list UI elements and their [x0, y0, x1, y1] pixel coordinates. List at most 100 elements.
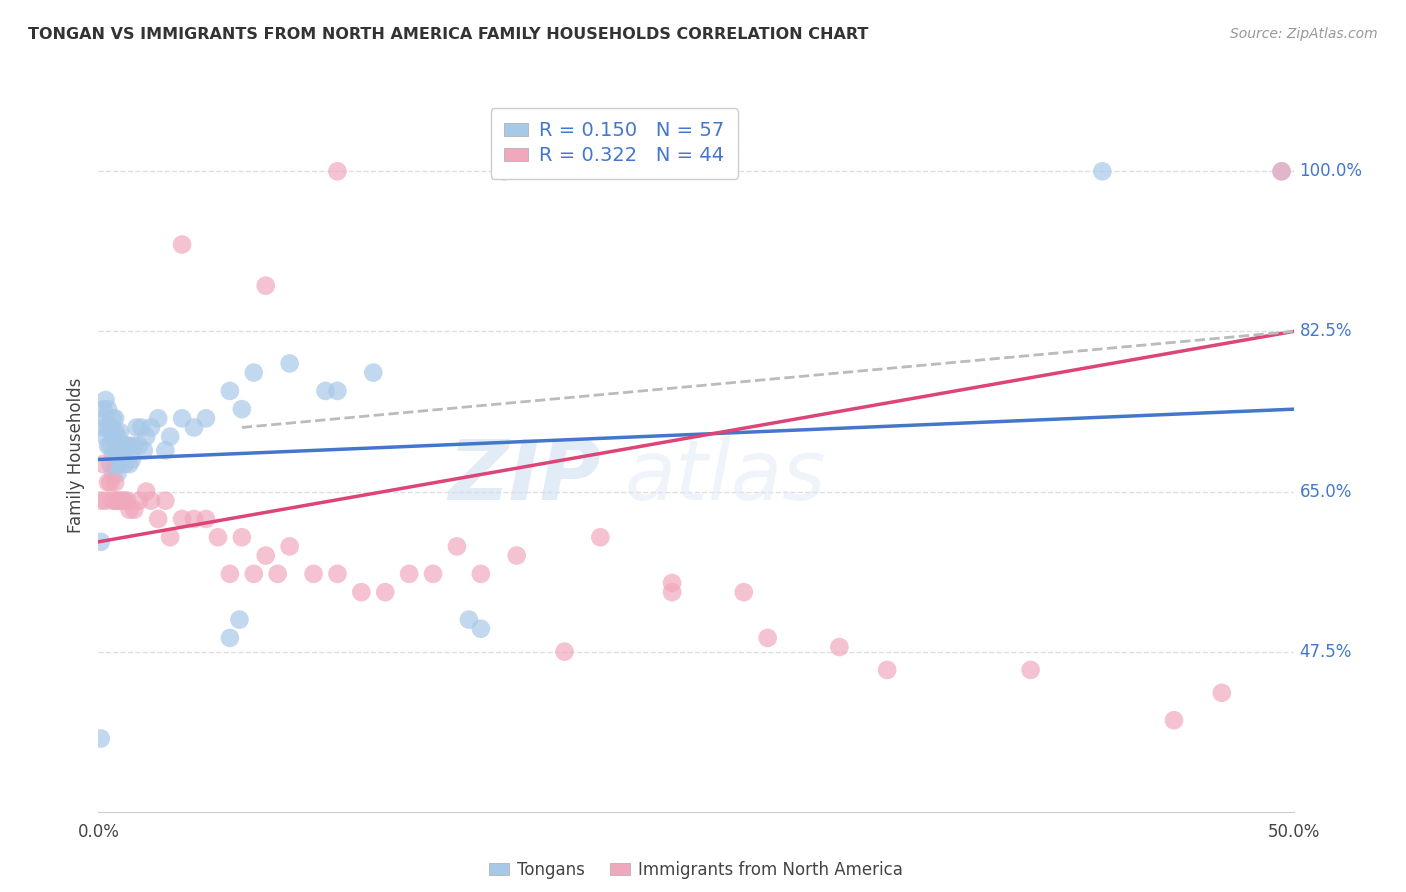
Point — [94, 493, 117, 508]
Point — [104, 411, 127, 425]
Point — [470, 566, 492, 581]
Point — [128, 439, 150, 453]
Point — [111, 493, 134, 508]
Point — [90, 493, 112, 508]
Point — [1091, 164, 1114, 178]
Y-axis label: Family Households: Family Households — [66, 377, 84, 533]
Point — [98, 439, 122, 453]
Point — [115, 439, 138, 453]
Point — [111, 439, 134, 453]
Point — [231, 402, 253, 417]
Text: 100.0%: 100.0% — [1299, 162, 1362, 180]
Point — [101, 493, 124, 508]
Point — [228, 613, 250, 627]
Text: 82.5%: 82.5% — [1299, 322, 1353, 341]
Point — [118, 503, 141, 517]
Point — [243, 566, 266, 581]
Point — [733, 585, 755, 599]
Point — [159, 429, 181, 443]
Point — [104, 493, 127, 508]
Point — [254, 278, 277, 293]
Point — [107, 448, 129, 462]
Point — [231, 530, 253, 544]
Point — [876, 663, 898, 677]
Point — [97, 475, 120, 490]
Point — [326, 164, 349, 178]
Point — [506, 549, 529, 563]
Point — [98, 420, 122, 434]
Point — [278, 356, 301, 370]
Point — [554, 645, 576, 659]
Point — [114, 457, 136, 471]
Point — [828, 640, 851, 654]
Point — [97, 439, 120, 453]
Point — [374, 585, 396, 599]
Point — [1271, 164, 1294, 178]
Point — [278, 540, 301, 554]
Point — [326, 384, 349, 398]
Point — [159, 530, 181, 544]
Point — [90, 534, 112, 549]
Point — [94, 429, 117, 443]
Point — [132, 443, 155, 458]
Text: ZIP: ZIP — [447, 436, 600, 516]
Point — [172, 411, 194, 425]
Point — [350, 585, 373, 599]
Point — [108, 425, 131, 439]
Point — [267, 566, 290, 581]
Point — [108, 493, 131, 508]
Text: atlas: atlas — [624, 436, 825, 516]
Point — [135, 429, 157, 443]
Point — [91, 457, 114, 471]
Point — [111, 452, 134, 467]
Point — [302, 566, 325, 581]
Point — [98, 475, 122, 490]
Point — [115, 452, 138, 467]
Point — [118, 439, 141, 453]
Point — [589, 530, 612, 544]
Point — [118, 457, 141, 471]
Point — [94, 411, 117, 425]
Point — [155, 493, 177, 508]
Point — [101, 467, 124, 481]
Point — [104, 457, 127, 471]
Point — [97, 402, 120, 417]
Point — [661, 585, 683, 599]
Point — [101, 411, 124, 425]
Point — [108, 457, 131, 471]
Point — [155, 443, 177, 458]
Point — [219, 631, 242, 645]
Text: Source: ZipAtlas.com: Source: ZipAtlas.com — [1230, 27, 1378, 41]
Point — [114, 493, 136, 508]
Point — [194, 411, 217, 425]
Point — [114, 439, 136, 453]
Point — [194, 512, 217, 526]
Point — [219, 566, 242, 581]
Point — [148, 512, 170, 526]
Point — [148, 411, 170, 425]
Point — [183, 420, 205, 434]
Point — [139, 420, 162, 434]
Point — [172, 512, 194, 526]
Point — [326, 566, 349, 581]
Point — [661, 576, 683, 591]
Point — [219, 384, 242, 398]
Point — [124, 503, 146, 517]
Point — [91, 420, 114, 434]
Point — [107, 493, 129, 508]
Point — [207, 530, 229, 544]
Point — [363, 366, 385, 380]
Point — [398, 566, 420, 581]
Point — [90, 731, 112, 746]
Point — [458, 613, 481, 627]
Legend: Tongans, Immigrants from North America: Tongans, Immigrants from North America — [482, 855, 910, 886]
Point — [98, 457, 122, 471]
Point — [135, 484, 157, 499]
Point — [121, 452, 143, 467]
Point — [91, 402, 114, 417]
Point — [101, 429, 124, 443]
Point — [115, 493, 138, 508]
Point — [470, 622, 492, 636]
Text: 65.0%: 65.0% — [1299, 483, 1353, 500]
Point — [243, 366, 266, 380]
